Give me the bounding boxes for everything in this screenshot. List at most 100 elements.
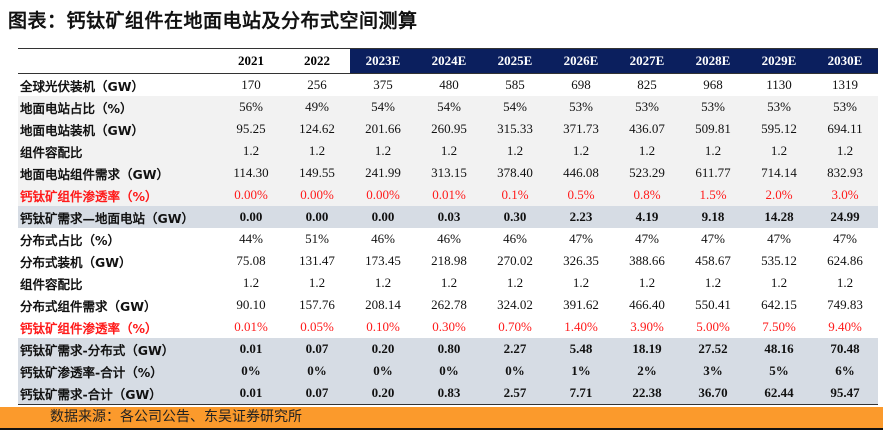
table-cell: 47%	[833, 231, 857, 246]
table-cell: 0.01	[218, 338, 284, 360]
table-cell: 53%	[746, 96, 812, 118]
row-label: 地面电站装机（GW）	[18, 118, 218, 140]
table-cell: 1.2	[680, 140, 746, 162]
column-header: 2022	[304, 53, 330, 68]
table-cell: 260.95	[416, 118, 482, 140]
table-cell: 698	[571, 77, 591, 92]
table-cell: 1.2	[572, 275, 590, 290]
table-cell: 0.20	[350, 338, 416, 360]
table-cell: 0%	[482, 360, 548, 382]
row-label: 钙钛矿需求-合计（GW）	[18, 382, 218, 405]
table-cell: 0.30%	[432, 319, 466, 334]
table-cell: 9.40%	[828, 319, 862, 334]
table-row: 组件容配比 1.2 1.2 1.2 1.2 1.2 1.2 1.2 1.2 1.2 1.2	[18, 272, 878, 294]
table-cell: 1.2	[548, 140, 614, 162]
table-cell: 0.00%	[350, 184, 416, 206]
table-cell: 0.70%	[498, 319, 532, 334]
table-cell: 54%	[350, 96, 416, 118]
table-cell: 1%	[548, 360, 614, 382]
table-cell: 48.16	[746, 338, 812, 360]
column-header: 2026E	[548, 48, 614, 74]
table-cell: 18.19	[614, 338, 680, 360]
table-cell: 388.66	[629, 253, 665, 268]
column-header: 2021	[238, 53, 264, 68]
table-cell: 0.07	[284, 338, 350, 360]
table-cell: 0.07	[284, 382, 350, 405]
table-cell: 4.19	[614, 206, 680, 228]
column-header: 2029E	[746, 48, 812, 74]
table-cell: 509.81	[680, 118, 746, 140]
table-cell: 2.23	[548, 206, 614, 228]
column-header: 2025E	[482, 48, 548, 74]
table-cell: 1.2	[416, 140, 482, 162]
table-cell: 2.0%	[746, 184, 812, 206]
table-cell: 173.45	[365, 253, 401, 268]
table-row: 地面电站组件需求（GW） 114.30 149.55 241.99 313.15 378.…	[18, 162, 878, 184]
table-cell: 535.12	[761, 253, 797, 268]
table-row: 组件容配比 1.2 1.2 1.2 1.2 1.2 1.2 1.2 1.2 1.2 1.2	[18, 140, 878, 162]
table-cell: 466.40	[629, 297, 665, 312]
table-cell: 611.77	[680, 162, 746, 184]
table-cell: 95.25	[218, 118, 284, 140]
table-cell: 46%	[371, 231, 395, 246]
column-header: 2024E	[416, 48, 482, 74]
table-cell: 201.66	[350, 118, 416, 140]
table-row: 钙钛矿渗透率-合计（%） 0% 0% 0% 0% 0% 1% 2% 3% 5% 6%	[18, 360, 878, 382]
column-header: 2027E	[614, 48, 680, 74]
row-label: 分布式组件需求（GW）	[20, 298, 157, 314]
table-cell: 53%	[680, 96, 746, 118]
table-cell: 0.30	[482, 206, 548, 228]
table-cell: 149.55	[284, 162, 350, 184]
column-header: 2023E	[350, 48, 416, 74]
table-cell: 0.00%	[218, 184, 284, 206]
table-cell: 1319	[832, 77, 858, 92]
table-cell: 714.14	[746, 162, 812, 184]
table-cell: 0%	[218, 360, 284, 382]
table-cell: 1.40%	[564, 319, 598, 334]
table-cell: 0.01	[218, 382, 284, 405]
table-cell: 825	[637, 77, 657, 92]
table-cell: 0.00	[350, 206, 416, 228]
table-cell: 14.28	[746, 206, 812, 228]
row-label: 地面电站组件需求（GW）	[18, 162, 218, 184]
table-cell: 241.99	[350, 162, 416, 184]
table-cell: 3.0%	[812, 184, 878, 206]
table-cell: 44%	[239, 231, 263, 246]
table-cell: 3.90%	[630, 319, 664, 334]
table-cell: 1.2	[836, 275, 854, 290]
table-cell: 27.52	[680, 338, 746, 360]
row-label: 分布式装机（GW）	[20, 254, 132, 270]
row-label: 钙钛矿需求-分布式（GW）	[18, 338, 218, 360]
table-cell: 0.1%	[482, 184, 548, 206]
table-cell: 47%	[569, 231, 593, 246]
table-cell: 0.01%	[234, 319, 268, 334]
table-cell: 1.2	[614, 140, 680, 162]
table-cell: 7.50%	[762, 319, 796, 334]
table-cell: 49%	[284, 96, 350, 118]
table-cell: 2.27	[482, 338, 548, 360]
table-cell: 585	[505, 77, 525, 92]
table-cell: 53%	[614, 96, 680, 118]
table-cell: 1.2	[506, 275, 524, 290]
table-cell: 270.02	[497, 253, 533, 268]
header-row: 2021 2022 2023E 2024E 2025E 2026E 2027E 2028E 20…	[18, 48, 878, 74]
table-cell: 0%	[284, 360, 350, 382]
table-cell: 458.67	[695, 253, 731, 268]
table-cell: 47%	[767, 231, 791, 246]
table-cell: 595.12	[746, 118, 812, 140]
table-cell: 47%	[701, 231, 725, 246]
table-cell: 326.35	[563, 253, 599, 268]
table-cell: 0.00%	[284, 184, 350, 206]
table-cell: 1.2	[218, 140, 284, 162]
table-cell: 53%	[548, 96, 614, 118]
table-cell: 523.29	[614, 162, 680, 184]
header-blank	[18, 49, 218, 74]
table-cell: 624.86	[827, 253, 863, 268]
table-cell: 315.33	[482, 118, 548, 140]
row-label: 分布式占比（%）	[20, 232, 121, 248]
column-header: 2028E	[680, 48, 746, 74]
table-row: 分布式装机（GW） 75.08 131.47 173.45 218.98 270.02 32…	[18, 250, 878, 272]
table-cell: 51%	[305, 231, 329, 246]
table-cell: 1.2	[746, 140, 812, 162]
table-cell: 0.8%	[614, 184, 680, 206]
